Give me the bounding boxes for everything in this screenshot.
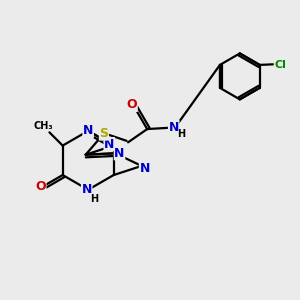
Text: N: N bbox=[114, 147, 125, 160]
Text: N: N bbox=[82, 183, 92, 196]
Text: H: H bbox=[178, 129, 186, 139]
Text: CH₃: CH₃ bbox=[34, 122, 53, 131]
Text: S: S bbox=[99, 127, 108, 140]
Text: O: O bbox=[35, 180, 46, 193]
Text: O: O bbox=[127, 98, 137, 111]
Text: N: N bbox=[83, 124, 93, 137]
Text: N: N bbox=[104, 138, 114, 151]
Text: Cl: Cl bbox=[274, 60, 286, 70]
Text: N: N bbox=[140, 162, 150, 176]
Text: H: H bbox=[91, 194, 99, 204]
Text: N: N bbox=[169, 121, 179, 134]
